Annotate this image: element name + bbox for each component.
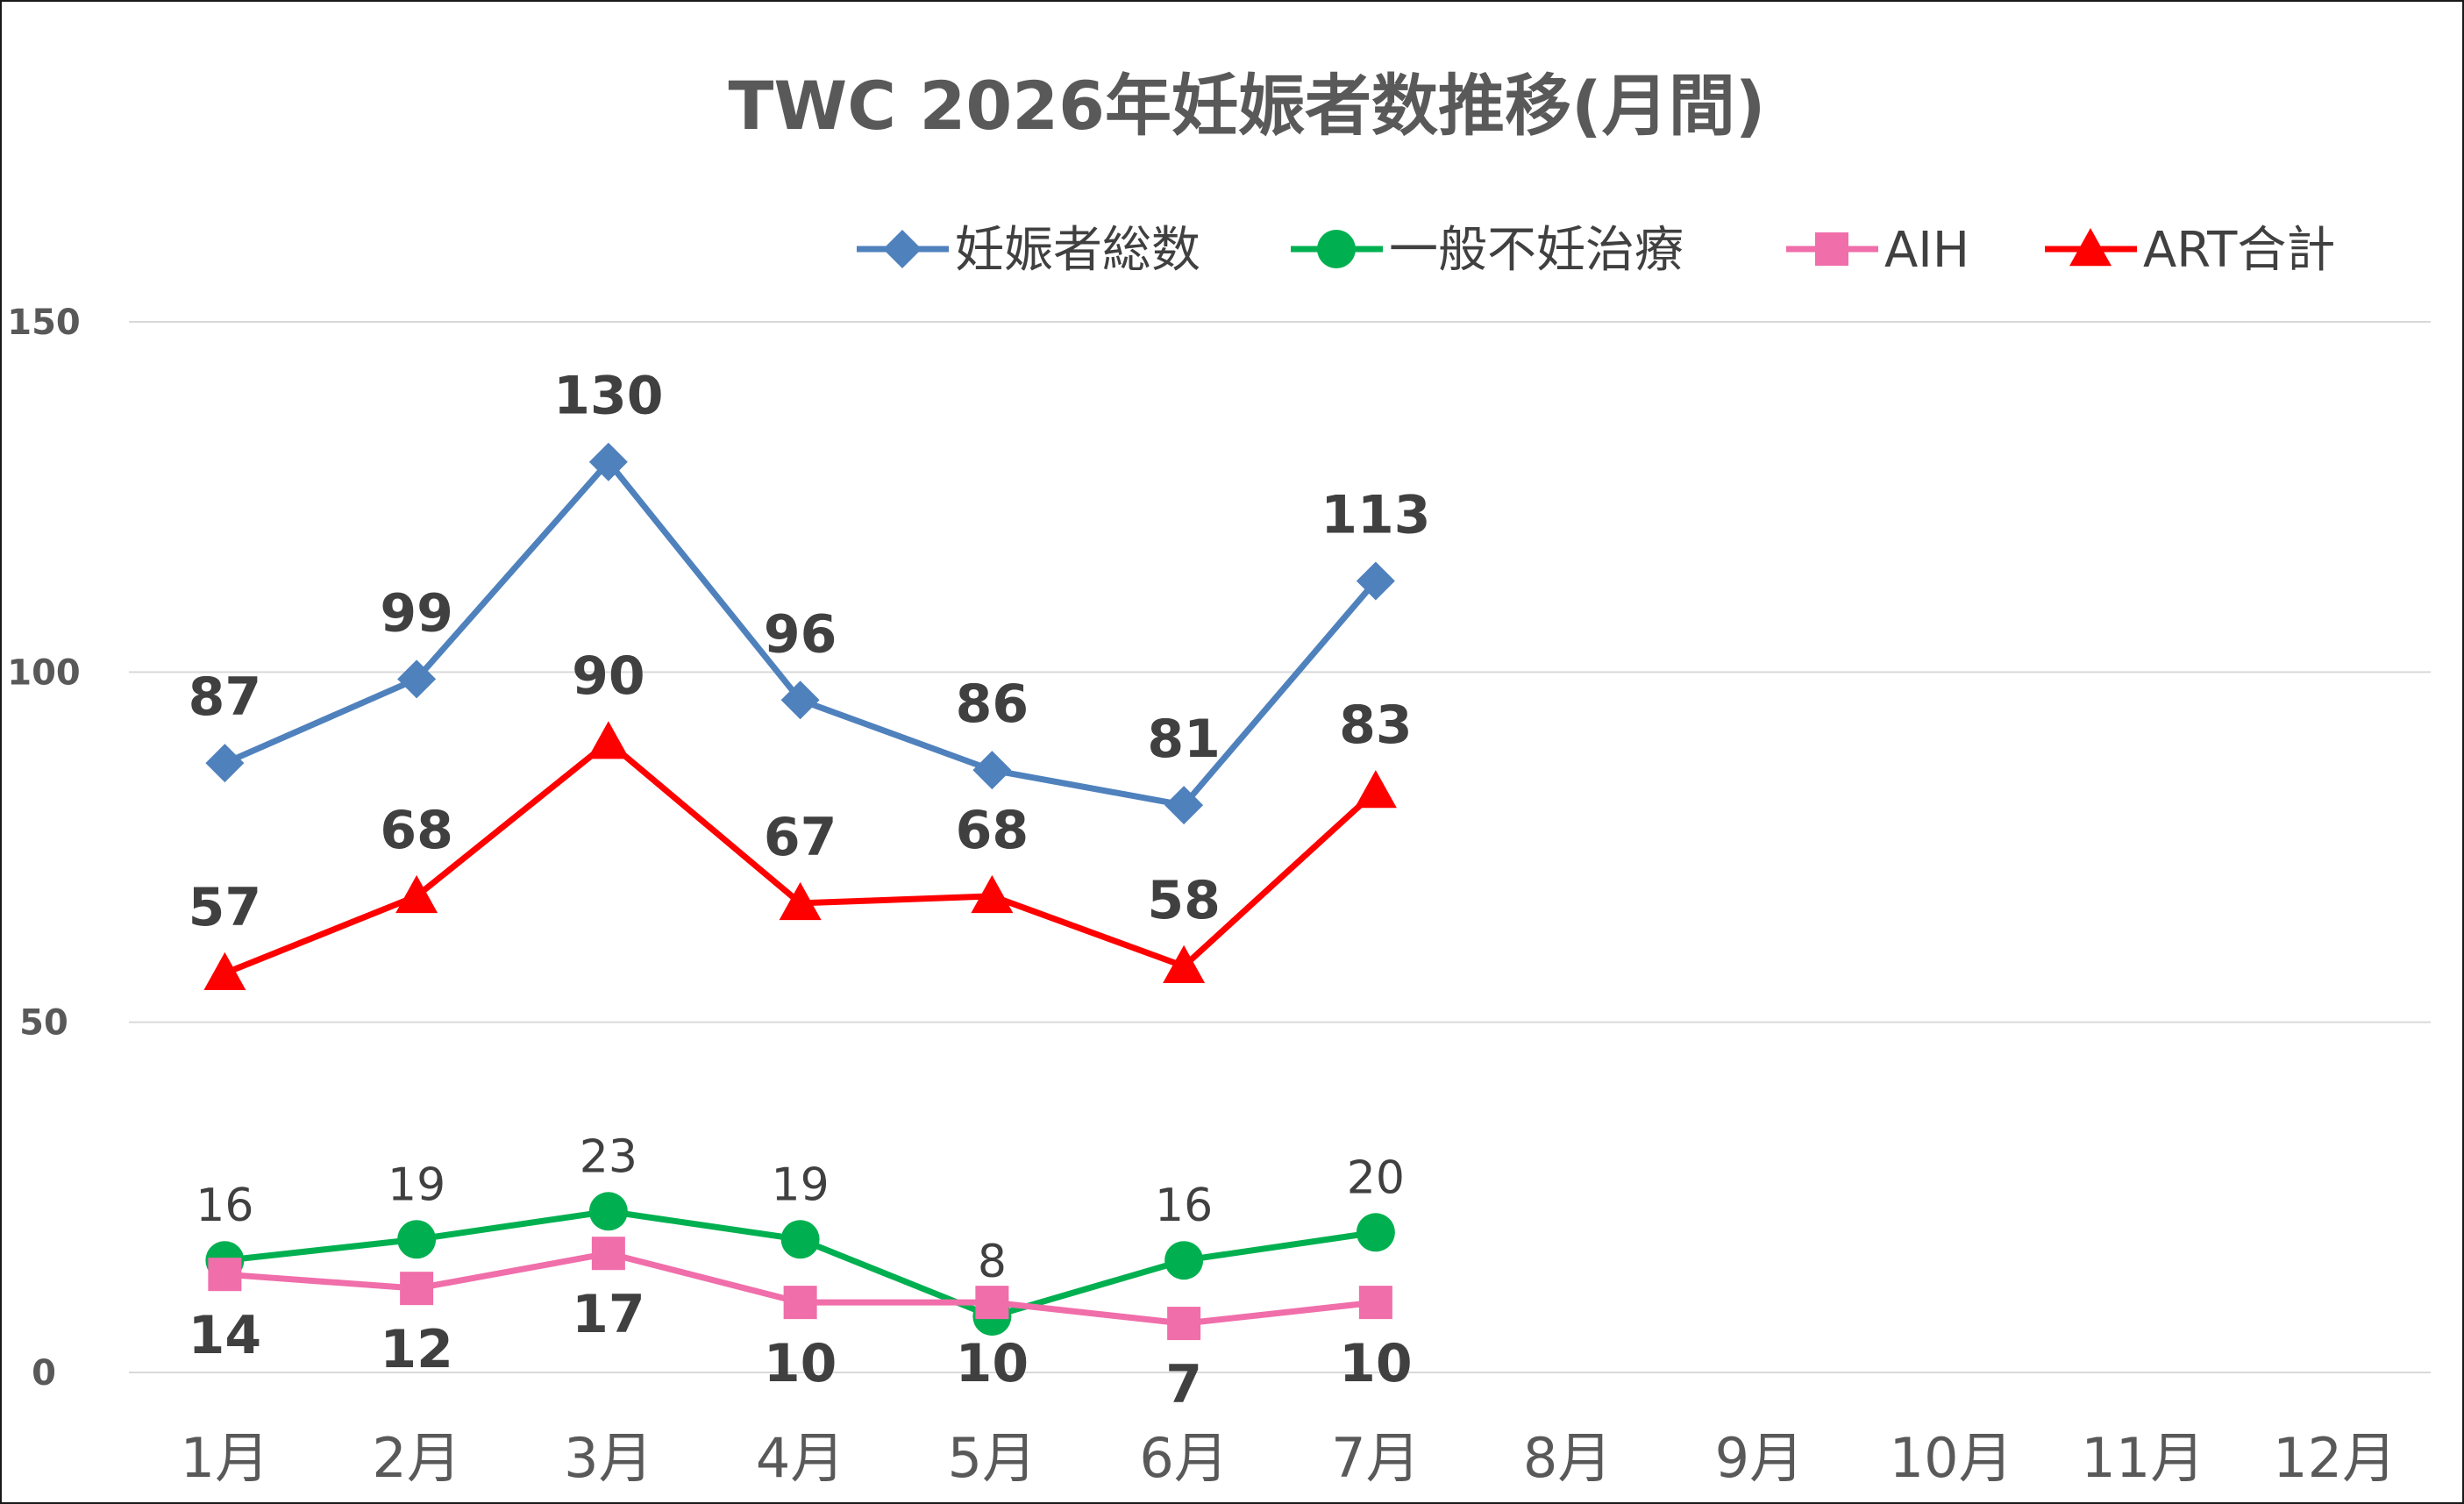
legend: 妊娠者総数 一般不妊治療 AIH ART合計 — [857, 222, 2335, 279]
data-label: 10 — [1339, 1333, 1413, 1394]
data-point — [1164, 786, 1204, 825]
legend-label: AIH — [1884, 222, 1969, 279]
data-label: 10 — [956, 1333, 1029, 1394]
y-tick-label: 50 — [19, 1003, 68, 1044]
data-point — [397, 1220, 437, 1259]
data-label: 20 — [1347, 1151, 1405, 1204]
data-label: 19 — [388, 1158, 445, 1211]
data-label: 86 — [956, 674, 1029, 735]
data-point — [203, 952, 246, 990]
data-point — [975, 1286, 1009, 1320]
data-point — [400, 1272, 434, 1306]
data-label: 90 — [572, 645, 645, 707]
data-point — [1356, 1213, 1395, 1252]
data-point — [780, 681, 820, 720]
data-point — [1354, 770, 1397, 809]
data-label: 87 — [189, 666, 262, 728]
data-label: 23 — [580, 1130, 637, 1183]
data-point — [1163, 944, 1206, 983]
legend-label: ART合計 — [2143, 222, 2335, 279]
data-label: 7 — [1165, 1354, 1202, 1415]
data-point — [972, 751, 1012, 790]
data-point — [1164, 1241, 1204, 1280]
y-tick-label: 100 — [7, 652, 81, 693]
data-point — [783, 1286, 817, 1320]
data-label: 10 — [764, 1333, 837, 1394]
y-tick-label: 0 — [32, 1353, 56, 1394]
x-tick-label: 6月 — [1139, 1426, 1228, 1490]
data-point — [1167, 1307, 1201, 1341]
data-point — [780, 1220, 820, 1259]
data-label: 96 — [764, 603, 837, 665]
x-tick-label: 10月 — [1890, 1426, 2013, 1490]
data-point — [397, 659, 437, 699]
x-tick-label: 1月 — [181, 1426, 269, 1490]
data-label: 68 — [380, 800, 453, 861]
data-point — [588, 442, 628, 481]
data-point — [1358, 1286, 1392, 1320]
data-label: 113 — [1321, 485, 1430, 546]
data-label: 8 — [978, 1236, 1007, 1288]
data-label: 19 — [772, 1158, 830, 1211]
data-label: 67 — [764, 807, 837, 868]
data-point — [1356, 561, 1395, 601]
data-point — [587, 721, 630, 759]
data-point — [205, 744, 245, 783]
legend-label: 一般不妊治療 — [1389, 222, 1684, 279]
data-label: 81 — [1147, 709, 1221, 770]
x-tick-label: 12月 — [2273, 1426, 2396, 1490]
data-label: 12 — [380, 1319, 453, 1380]
y-tick-label: 150 — [7, 303, 81, 343]
x-tick-label: 2月 — [372, 1426, 460, 1490]
x-tick-label: 4月 — [756, 1426, 844, 1490]
x-tick-label: 9月 — [1715, 1426, 1804, 1490]
data-label: 14 — [189, 1305, 262, 1366]
data-point — [779, 881, 822, 921]
x-tick-label: 7月 — [1331, 1426, 1420, 1490]
data-point — [588, 1192, 628, 1231]
legend-triangle-marker — [2069, 228, 2111, 267]
data-point — [395, 874, 438, 914]
legend-diamond-marker — [883, 230, 922, 268]
data-label: 130 — [553, 366, 663, 427]
data-label: 16 — [196, 1180, 253, 1232]
legend-circle-marker — [1317, 230, 1356, 268]
data-label: 99 — [380, 582, 453, 644]
data-point — [208, 1258, 242, 1292]
x-tick-label: 11月 — [2081, 1426, 2204, 1490]
data-label: 68 — [956, 800, 1029, 861]
data-point — [971, 874, 1014, 914]
x-tick-label: 3月 — [564, 1426, 652, 1490]
data-label: 17 — [572, 1284, 645, 1345]
chart-title: TWC 2026年妊娠者数推移(月間) — [729, 67, 1766, 145]
data-label: 16 — [1155, 1180, 1213, 1232]
data-point — [591, 1237, 625, 1271]
legend-label: 妊娠者総数 — [955, 222, 1200, 279]
data-label: 58 — [1147, 870, 1221, 931]
legend-square-marker — [1815, 232, 1848, 266]
x-tick-label: 5月 — [948, 1426, 1036, 1490]
data-label: 57 — [189, 877, 262, 938]
x-tick-label: 8月 — [1523, 1426, 1612, 1490]
data-label: 83 — [1339, 695, 1413, 756]
